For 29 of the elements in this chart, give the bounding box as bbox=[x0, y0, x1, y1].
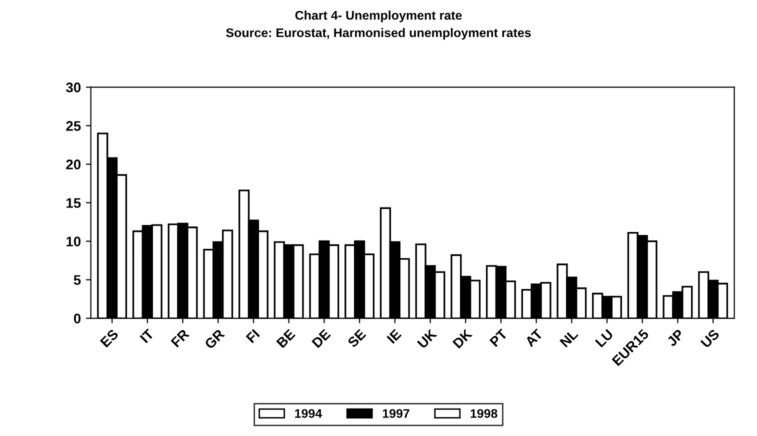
legend-label: 1994 bbox=[295, 409, 322, 418]
y-tick-label: 25 bbox=[66, 121, 81, 131]
x-tick-label: ES bbox=[100, 328, 119, 348]
chart-subtitle: Source: Eurostat, Harmonised unemployment rates bbox=[226, 28, 531, 40]
x-tick-label: FR bbox=[170, 328, 190, 348]
x-tick-label: SE bbox=[346, 328, 366, 348]
chart-title: Chart 4- Unemployment rate bbox=[295, 10, 462, 22]
x-tick-label: PT bbox=[489, 328, 508, 348]
legend-label: 1998 bbox=[470, 409, 498, 418]
x-tick-label: DK bbox=[452, 328, 473, 349]
x-tick-label: IT bbox=[140, 328, 154, 344]
x-tick-label: BE bbox=[276, 328, 296, 348]
x-tick-label: NL bbox=[560, 328, 578, 348]
x-tick-label: GR bbox=[204, 328, 226, 350]
x-tick-label: DE bbox=[312, 328, 331, 348]
legend-label: 1997 bbox=[382, 409, 410, 418]
x-tick-label: LU bbox=[594, 328, 614, 348]
x-tick-label: AT bbox=[524, 328, 544, 348]
x-tick-label: IE bbox=[386, 328, 402, 344]
y-tick-label: 10 bbox=[66, 236, 81, 246]
x-tick-label: UK bbox=[417, 328, 438, 349]
x-tick-label: FI bbox=[246, 329, 260, 344]
y-tick-label: 15 bbox=[66, 198, 81, 208]
y-tick-label: 20 bbox=[66, 160, 81, 170]
x-tick-label: US bbox=[700, 328, 720, 348]
y-tick-label: 0 bbox=[74, 314, 81, 324]
y-tick-label: 30 bbox=[66, 82, 81, 92]
y-tick-label: 5 bbox=[74, 275, 81, 285]
x-tick-label: JP bbox=[666, 328, 685, 348]
